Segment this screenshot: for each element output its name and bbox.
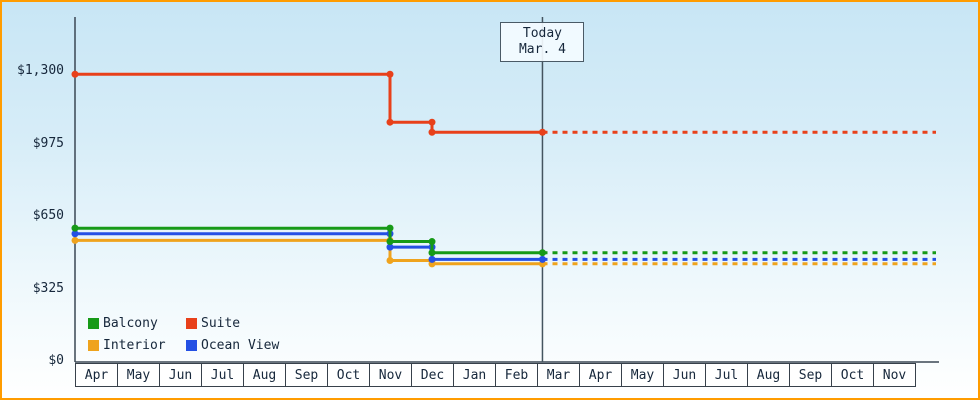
legend-item-ocean-view: Ocean View bbox=[186, 335, 279, 355]
x-axis-month-cell: May bbox=[621, 363, 664, 387]
data-point-ocean-view bbox=[538, 255, 546, 263]
data-point-ocean-view bbox=[71, 230, 79, 238]
y-tick-label: $325 bbox=[32, 280, 64, 296]
legend-label: Ocean View bbox=[201, 337, 280, 353]
data-point-balcony bbox=[428, 238, 436, 246]
x-axis-month-cell: May bbox=[117, 363, 160, 387]
series-history-suite bbox=[75, 72, 543, 134]
x-axis-month-cell: Nov bbox=[873, 363, 916, 387]
legend-label: Interior bbox=[103, 337, 166, 353]
data-point-balcony bbox=[386, 224, 394, 232]
balcony-color-swatch bbox=[88, 317, 99, 329]
x-axis-month-cell: Jul bbox=[705, 363, 748, 387]
data-point-suite bbox=[71, 70, 79, 78]
legend-label: Balcony bbox=[103, 315, 158, 331]
data-point-suite bbox=[386, 70, 394, 78]
today-marker-box: Today Mar. 4 bbox=[500, 22, 585, 62]
x-axis-month-cell: Jul bbox=[201, 363, 244, 387]
series-history-interior bbox=[75, 238, 543, 266]
data-point-suite bbox=[538, 128, 546, 136]
ocean-view-color-swatch bbox=[186, 339, 197, 351]
data-point-ocean-view bbox=[386, 243, 394, 251]
x-axis-month-cell: Apr bbox=[75, 363, 118, 387]
data-point-balcony bbox=[428, 249, 436, 257]
interior-color-swatch bbox=[88, 339, 99, 351]
y-tick-label: $650 bbox=[32, 208, 64, 223]
data-point-suite bbox=[386, 118, 394, 126]
data-point-ocean-view bbox=[428, 255, 436, 263]
data-point-balcony bbox=[538, 249, 546, 257]
data-point-suite bbox=[428, 118, 436, 126]
x-axis-month-cell: Jun bbox=[663, 363, 706, 387]
x-axis-month-cell: Nov bbox=[369, 363, 412, 387]
data-point-interior bbox=[386, 257, 394, 264]
legend-label: Suite bbox=[201, 315, 241, 331]
today-label: Today bbox=[522, 26, 563, 41]
series-history-ocean-view bbox=[75, 232, 543, 261]
x-axis-month-cell: Mar bbox=[537, 363, 580, 387]
x-axis-month-cell: Oct bbox=[831, 363, 874, 387]
x-axis-month-cell: Aug bbox=[243, 363, 286, 387]
today-date: Mar. 4 bbox=[518, 42, 566, 57]
legend-item-interior: Interior bbox=[88, 335, 186, 355]
y-tick-label: $1,300 bbox=[17, 63, 64, 78]
x-axis-month-cell: Oct bbox=[327, 363, 370, 387]
x-axis-month-cell: Sep bbox=[285, 363, 328, 387]
data-point-balcony bbox=[71, 224, 79, 232]
x-axis-month-cell: Dec bbox=[411, 363, 454, 387]
y-tick-label: $975 bbox=[32, 135, 64, 151]
x-axis-month-cell: Jan bbox=[453, 363, 496, 387]
x-axis-month-cell: Jun bbox=[159, 363, 202, 387]
y-tick-label: $0 bbox=[48, 353, 64, 368]
suite-color-swatch bbox=[186, 317, 197, 329]
data-point-interior bbox=[71, 236, 79, 244]
legend: Balcony Suite Interior Ocean View bbox=[88, 313, 279, 355]
legend-item-balcony: Balcony bbox=[88, 313, 186, 333]
x-axis-month-cell: Apr bbox=[579, 363, 622, 387]
legend-item-suite: Suite bbox=[186, 313, 279, 333]
series-history-balcony bbox=[75, 226, 543, 255]
x-axis-month-cell: Feb bbox=[495, 363, 538, 387]
data-point-suite bbox=[428, 128, 436, 136]
x-axis-month-cell: Sep bbox=[789, 363, 832, 387]
data-point-balcony bbox=[386, 238, 394, 246]
x-axis-month-cell: Aug bbox=[747, 363, 790, 387]
